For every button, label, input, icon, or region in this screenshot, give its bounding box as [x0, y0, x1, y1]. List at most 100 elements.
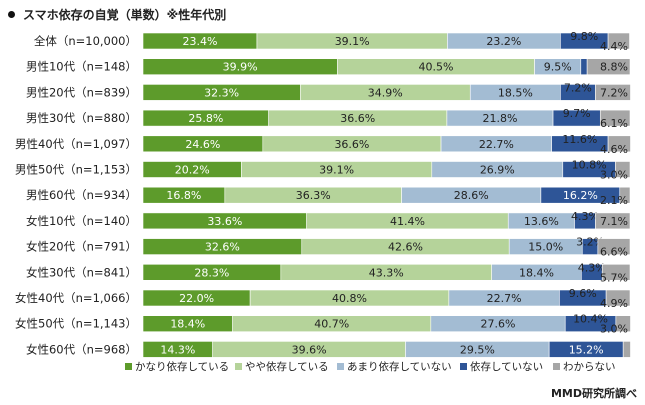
data-label: 14.3%: [160, 343, 195, 356]
data-label: 39.1%: [335, 35, 370, 48]
data-label: 9.6%: [569, 287, 597, 300]
category-label: 女性30代（n=841）: [26, 265, 137, 279]
bar-segment: [619, 186, 631, 204]
legend-label: あまり依存していない: [347, 360, 452, 373]
data-label: 4.9%: [600, 297, 628, 310]
data-label: 32.3%: [204, 86, 239, 99]
data-label: 22.0%: [179, 292, 214, 305]
data-label: 13.6%: [524, 215, 559, 228]
data-label: 32.6%: [205, 241, 240, 254]
category-label: 男性40代（n=1,097）: [15, 137, 137, 151]
data-label: 10.8%: [572, 159, 607, 172]
legend-swatch: [337, 363, 344, 370]
category-label: 女性60代（n=968）: [26, 342, 137, 356]
bar-segment: [607, 32, 630, 50]
legend-label: 依存していない: [470, 360, 543, 373]
data-label: 26.9%: [480, 164, 515, 177]
data-label: 16.8%: [166, 189, 201, 202]
legend-swatch: [460, 363, 467, 370]
data-label: 39.9%: [223, 61, 258, 74]
data-label: 36.6%: [334, 138, 369, 151]
legend-swatch: [235, 363, 242, 370]
chart-title-text: スマホ依存の自覚（単数）※性年代別: [23, 8, 227, 22]
data-label: 11.6%: [562, 133, 597, 146]
data-label: 9.5%: [544, 61, 572, 74]
category-label: 男性20代（n=839）: [26, 85, 137, 99]
bar-segment: [605, 289, 631, 307]
legend-label: かなり依存している: [135, 360, 229, 373]
bullet-icon: [8, 11, 15, 18]
category-label: 男性10代（n=148）: [26, 60, 137, 74]
data-label: 7.1%: [600, 215, 628, 228]
category-label: 女性20代（n=791）: [26, 240, 137, 254]
bar-segment: [597, 238, 631, 255]
data-label: 36.3%: [296, 189, 331, 202]
data-label: 28.3%: [194, 266, 229, 279]
data-label: 2.1%: [600, 194, 628, 207]
data-label: 15.2%: [569, 343, 604, 356]
category-label: 女性50代（n=1,143）: [15, 317, 137, 331]
legend-swatch: [125, 363, 132, 370]
data-label: 5.7%: [600, 271, 628, 284]
data-label: 9.8%: [570, 30, 598, 43]
bar-segment: [615, 161, 631, 178]
legend-swatch: [553, 363, 560, 370]
data-label: 6.1%: [600, 117, 628, 130]
bar-segment: [595, 84, 631, 101]
category-label: 男性30代（n=880）: [26, 111, 137, 125]
data-label: 24.6%: [185, 138, 220, 151]
data-label: 7.2%: [600, 86, 628, 99]
legend-label: わからない: [563, 361, 616, 373]
bar-segment: [580, 58, 588, 76]
legend-label: やや依存している: [245, 360, 329, 373]
data-label: 4.3%: [578, 261, 606, 274]
data-label: 3.0%: [600, 169, 628, 182]
data-label: 7.2%: [564, 81, 592, 94]
bar-segment: [599, 109, 631, 127]
data-label: 15.0%: [528, 241, 563, 254]
data-label: 18.4%: [519, 266, 554, 279]
data-label: 6.6%: [600, 246, 628, 259]
data-label: 43.3%: [369, 266, 404, 279]
data-label: 4.4%: [600, 40, 628, 53]
data-label: 36.6%: [340, 112, 375, 125]
data-label: 22.7%: [487, 292, 522, 305]
data-label: 8.8%: [600, 61, 628, 74]
data-label: 40.8%: [332, 292, 367, 305]
chart-title: スマホ依存の自覚（単数）※性年代別: [8, 6, 226, 23]
bar-segment: [595, 212, 631, 230]
data-label: 29.5%: [460, 343, 495, 356]
bar-segment: [622, 341, 631, 358]
data-label: 23.2%: [486, 35, 521, 48]
data-label: 4.3%: [571, 210, 599, 223]
data-label: 42.6%: [388, 241, 423, 254]
data-label: 40.5%: [418, 61, 453, 74]
category-label: 女性10代（n=140）: [26, 214, 137, 228]
data-label: 34.9%: [368, 86, 403, 99]
data-label: 3.2%: [576, 236, 604, 249]
data-label: 9.7%: [563, 107, 591, 120]
data-label: 21.8%: [482, 112, 517, 125]
data-label: 22.7%: [479, 138, 514, 151]
data-label: 18.5%: [498, 86, 533, 99]
data-label: 4.6%: [600, 143, 628, 156]
data-label: 23.4%: [183, 35, 218, 48]
bar-segment: [615, 315, 631, 333]
data-label: 16.2%: [563, 189, 598, 202]
bar-segment: [601, 263, 631, 281]
data-label: 27.6%: [481, 318, 516, 331]
data-label: 3.0%: [600, 323, 628, 336]
category-label: 男性60代（n=934）: [26, 188, 137, 202]
data-label: 28.6%: [454, 189, 489, 202]
data-label: 39.6%: [292, 343, 327, 356]
category-label: 全体（n=10,000）: [34, 34, 137, 48]
data-label: 25.8%: [188, 112, 223, 125]
bar-segment: [586, 58, 631, 76]
data-label: 10.4%: [573, 313, 608, 326]
bar-segment: [607, 135, 631, 153]
data-label: 18.4%: [170, 318, 205, 331]
category-label: 男性50代（n=1,153）: [15, 163, 137, 177]
data-label: 33.6%: [207, 215, 242, 228]
data-label: 39.1%: [319, 164, 354, 177]
